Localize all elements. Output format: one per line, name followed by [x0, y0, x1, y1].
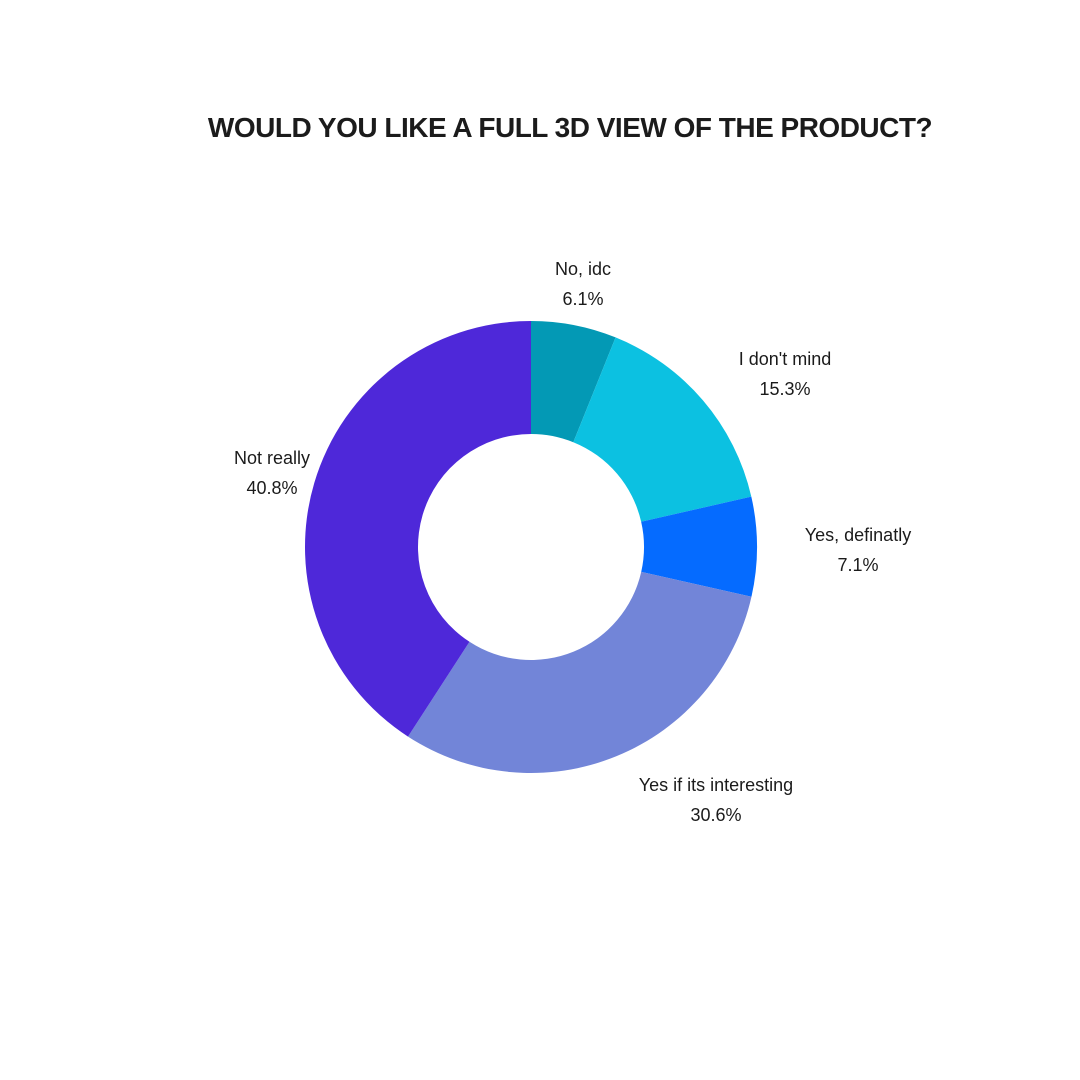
slice-percent-label: 6.1% [562, 289, 603, 309]
slice-percent-label: 15.3% [759, 379, 810, 399]
chart-title: WOULD YOU LIKE A FULL 3D VIEW OF THE PRO… [207, 112, 933, 143]
donut-slice [641, 496, 757, 597]
slice-percent-label: 7.1% [837, 555, 878, 575]
donut-slice [531, 321, 616, 443]
donut-slice [305, 321, 531, 737]
slice-percent-label: 40.8% [246, 478, 297, 498]
donut-slice [573, 337, 752, 522]
slice-label: No, idc [555, 259, 611, 279]
slice-percent-label: 30.6% [690, 805, 741, 825]
slice-label: Yes, definatly [805, 525, 911, 545]
slice-label: I don't mind [739, 349, 832, 369]
slice-label: Yes if its interesting [639, 775, 793, 795]
slice-label: Not really [234, 448, 310, 468]
donut-slice [408, 571, 752, 773]
